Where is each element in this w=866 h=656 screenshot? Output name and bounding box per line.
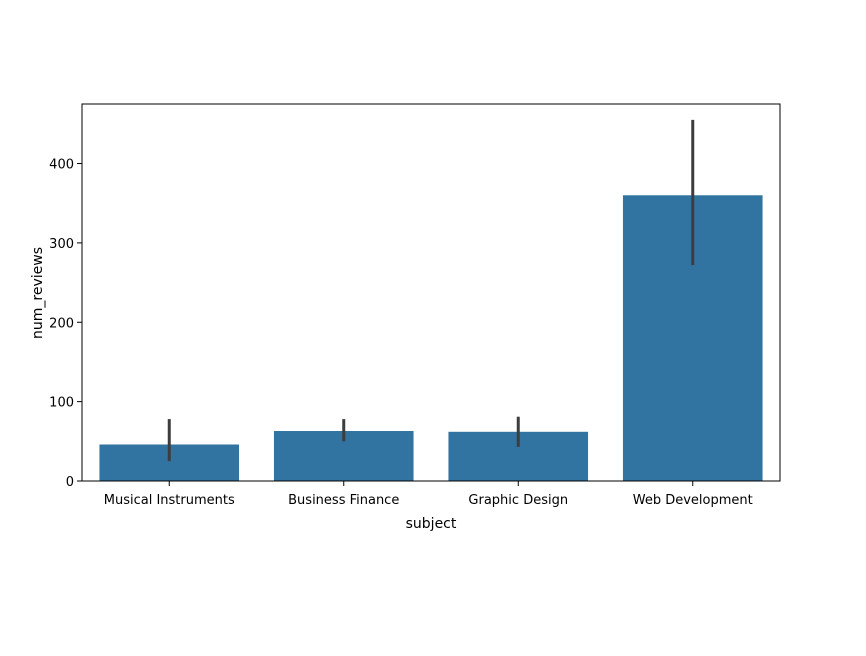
x-tick-label: Graphic Design bbox=[468, 493, 568, 508]
x-tick-label: Business Finance bbox=[288, 493, 399, 508]
x-axis-ticks: Musical Instruments Business Finance Graph… bbox=[104, 481, 753, 508]
x-tick-label: Web Development bbox=[633, 493, 753, 508]
y-axis-label: num_reviews bbox=[30, 247, 46, 339]
y-tick-label: 400 bbox=[49, 158, 74, 173]
y-tick-label: 0 bbox=[66, 475, 74, 490]
y-tick-label: 100 bbox=[49, 396, 74, 411]
bars-layer bbox=[99, 195, 763, 481]
x-tick-label: Musical Instruments bbox=[104, 493, 235, 508]
y-tick-label: 200 bbox=[49, 316, 74, 331]
error-bars-layer bbox=[167, 119, 695, 462]
y-axis-ticks: 0 100 200 300 400 bbox=[49, 158, 82, 490]
x-axis-label: subject bbox=[406, 516, 457, 532]
y-tick-label: 300 bbox=[49, 237, 74, 252]
plot-frame bbox=[81, 103, 781, 482]
